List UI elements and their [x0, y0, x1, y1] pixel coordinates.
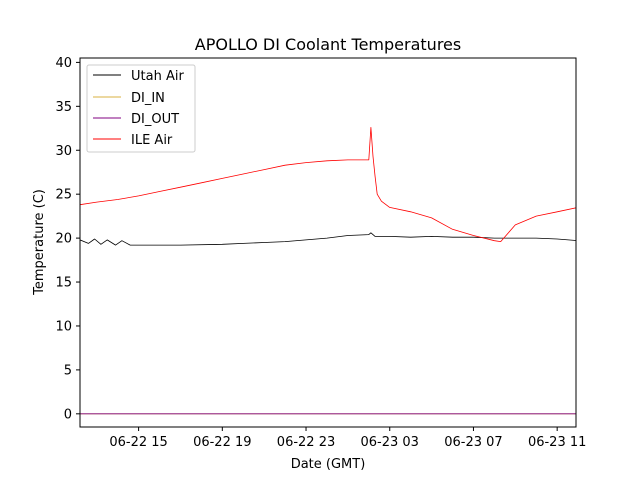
y-axis-label: Temperature (C) — [32, 189, 47, 296]
legend-label-di-out: DI_OUT — [131, 112, 179, 127]
x-tick-label: 06-22 15 — [109, 435, 167, 450]
y-tick-label: 5 — [64, 363, 72, 378]
x-tick-label: 06-23 03 — [361, 435, 419, 450]
y-tick-label: 25 — [55, 188, 72, 203]
plot-frame — [79, 57, 577, 428]
y-tick-label: 15 — [55, 276, 72, 291]
x-tick-label: 06-23 11 — [528, 435, 586, 450]
y-tick-label: 20 — [55, 232, 72, 247]
y-axis: 0 5 10 15 20 25 30 35 40 — [55, 56, 80, 422]
series-layer — [80, 127, 576, 415]
x-axis: 06-22 15 06-22 19 06-22 23 06-23 03 06-23 07… — [109, 427, 586, 450]
x-tick-label: 06-22 23 — [277, 435, 335, 450]
legend-label-di-in: DI_IN — [131, 91, 165, 106]
y-tick-label: 40 — [55, 56, 72, 71]
y-tick-label: 10 — [55, 319, 72, 334]
legend-label-ile-air: ILE Air — [131, 133, 173, 148]
series-line-utah-air — [80, 232, 576, 246]
legend-label-utah-air: Utah Air — [131, 69, 184, 84]
x-axis-label: Date (GMT) — [291, 457, 366, 472]
chart-title: APOLLO DI Coolant Temperatures — [195, 35, 461, 54]
x-tick-label: 06-23 07 — [444, 435, 502, 450]
x-tick-label: 06-22 19 — [193, 435, 251, 450]
y-tick-label: 30 — [55, 144, 72, 159]
legend: Utah Air DI_IN DI_OUT ILE Air — [86, 64, 196, 153]
y-tick-label: 35 — [55, 100, 72, 115]
series-line-ile-air — [80, 127, 576, 243]
y-tick-label: 0 — [64, 407, 72, 422]
legend-frame — [86, 64, 196, 153]
